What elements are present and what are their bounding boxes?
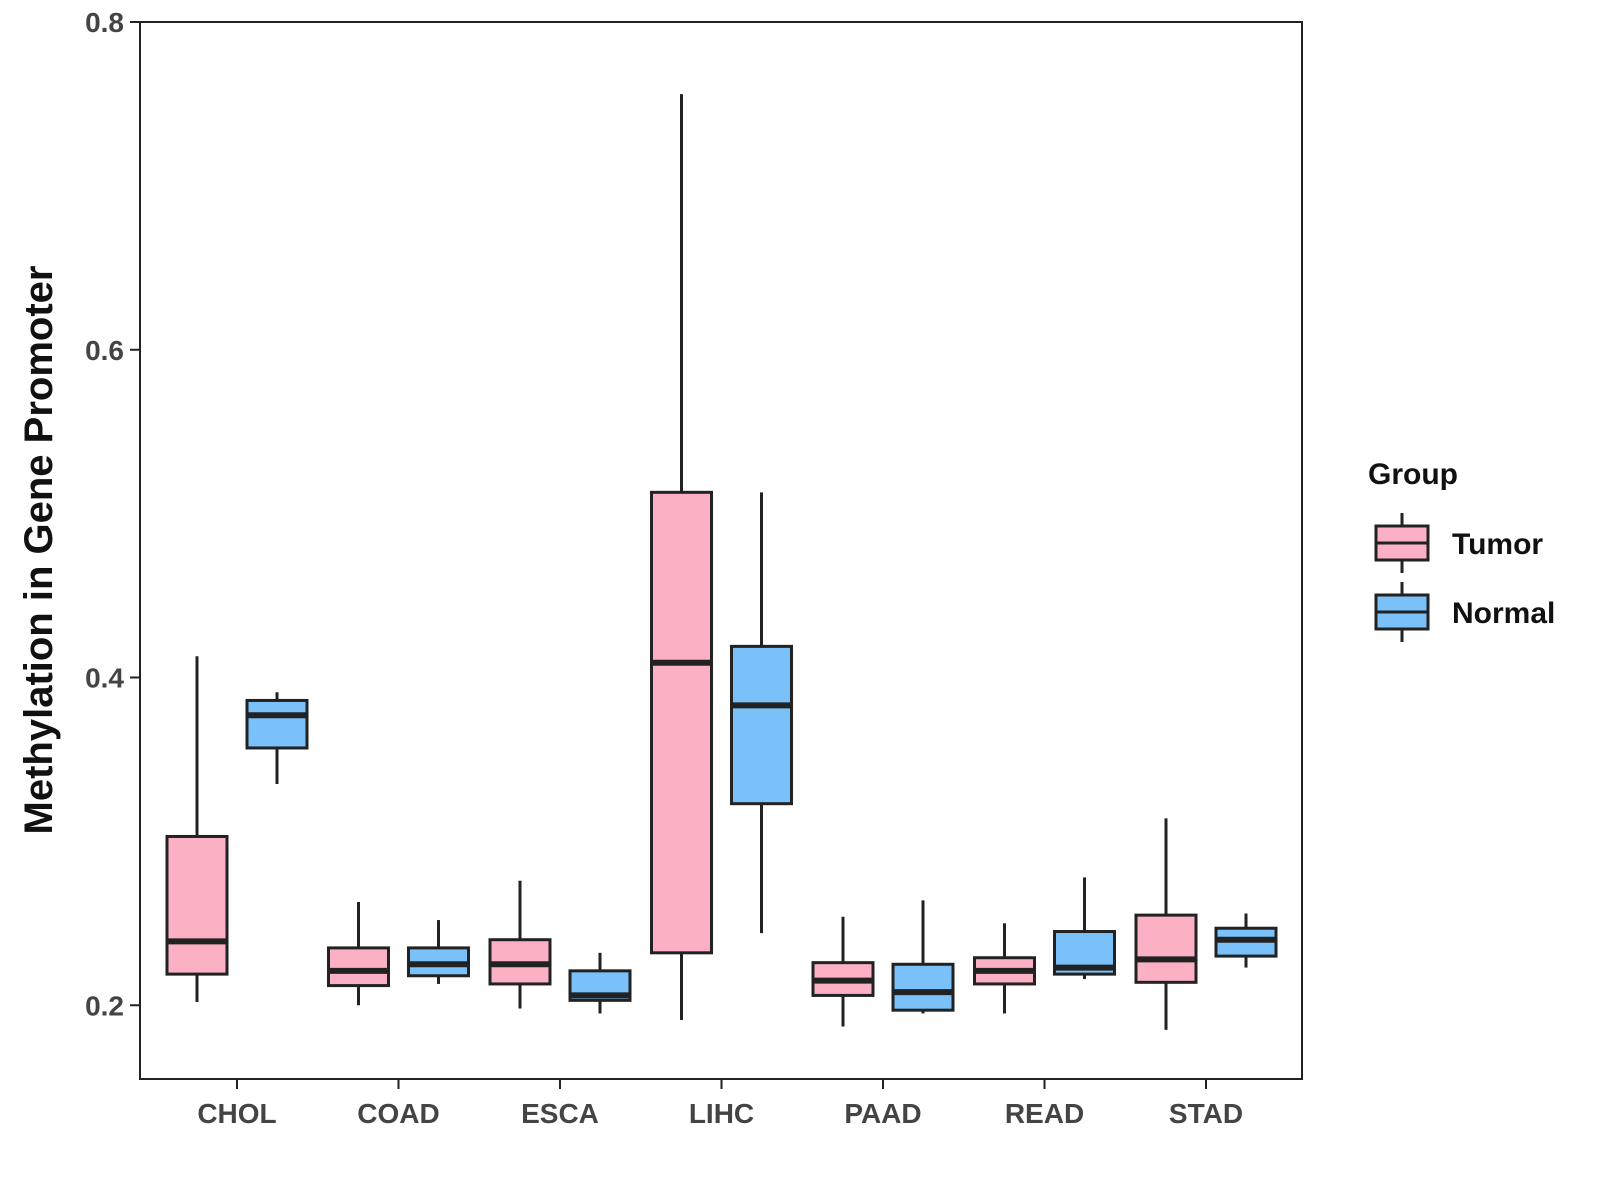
box-normal-paad — [891, 900, 955, 1014]
box-normal-chol — [245, 692, 309, 785]
box-tumor-paad — [811, 916, 875, 1027]
x-tick-label: ESCA — [521, 1098, 599, 1129]
box-tumor-esca — [488, 880, 552, 1009]
y-axis: 0.2 0.4 0.6 0.8 — [85, 7, 140, 1021]
legend-title: Group — [1368, 458, 1458, 491]
box-normal-lihc — [730, 492, 793, 934]
box-iqr — [650, 490, 713, 955]
box-iqr — [245, 698, 309, 750]
y-tick-label: 0.8 — [85, 7, 124, 38]
legend: Group Tumor Normal — [1368, 458, 1555, 642]
box-tumor-lihc — [650, 94, 713, 1021]
box-normal-coad — [407, 920, 470, 984]
box-normal-read — [1053, 877, 1116, 980]
box-layer — [165, 94, 1278, 1030]
x-tick-label: LIHC — [689, 1098, 754, 1129]
x-tick-label: CHOL — [197, 1098, 276, 1129]
x-tick-label: STAD — [1169, 1098, 1243, 1129]
box-tumor-chol — [165, 656, 229, 1002]
legend-entry-normal: Normal — [1374, 582, 1555, 642]
box-normal-esca — [568, 952, 632, 1014]
box-iqr — [327, 946, 390, 988]
box-iqr — [730, 644, 793, 806]
x-tick-label: READ — [1005, 1098, 1084, 1129]
x-tick-label: PAAD — [844, 1098, 921, 1129]
box-tumor-coad — [327, 902, 390, 1006]
y-tick-label: 0.6 — [85, 335, 124, 366]
box-iqr — [1134, 913, 1198, 984]
legend-entry-tumor: Tumor — [1374, 513, 1543, 573]
y-tick-label: 0.4 — [85, 663, 124, 694]
legend-label: Normal — [1452, 597, 1555, 630]
box-iqr — [165, 834, 229, 976]
x-tick-label: COAD — [357, 1098, 439, 1129]
box-iqr — [891, 962, 955, 1012]
plot-panel-border — [139, 21, 1303, 1080]
x-axis: CHOL COAD ESCA LIHC PAAD READ STAD — [197, 1079, 1243, 1129]
box-tumor-read — [973, 923, 1036, 1014]
y-axis-title: Methylation in Gene Promoter — [17, 266, 61, 835]
box-tumor-stad — [1134, 818, 1198, 1030]
box-normal-stad — [1214, 913, 1278, 968]
y-tick-label: 0.2 — [85, 990, 124, 1021]
legend-label: Tumor — [1452, 528, 1543, 561]
